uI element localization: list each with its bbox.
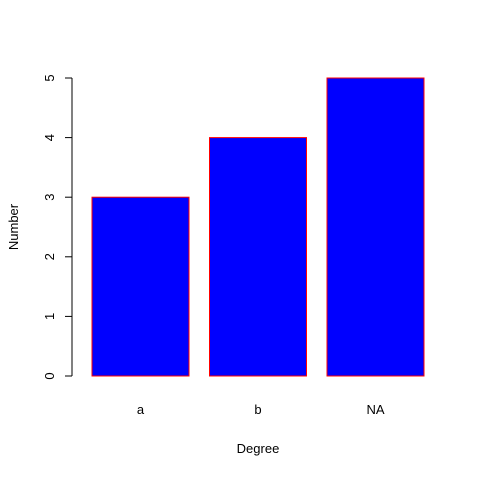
y-tick-label: 0 [42,372,57,379]
bar [91,196,190,377]
y-tick-label: 1 [42,313,57,320]
bar [326,77,425,377]
x-tick-label: b [254,402,261,417]
x-tick-label: a [137,402,145,417]
y-tick-label: 4 [42,134,57,141]
y-tick-label: 3 [42,194,57,201]
x-tick-label: NA [366,402,384,417]
y-tick-label: 2 [42,253,57,260]
y-tick-label: 5 [42,74,57,81]
y-axis-label: Number [6,203,21,250]
bar [209,137,307,377]
x-axis-label: Degree [237,441,280,456]
